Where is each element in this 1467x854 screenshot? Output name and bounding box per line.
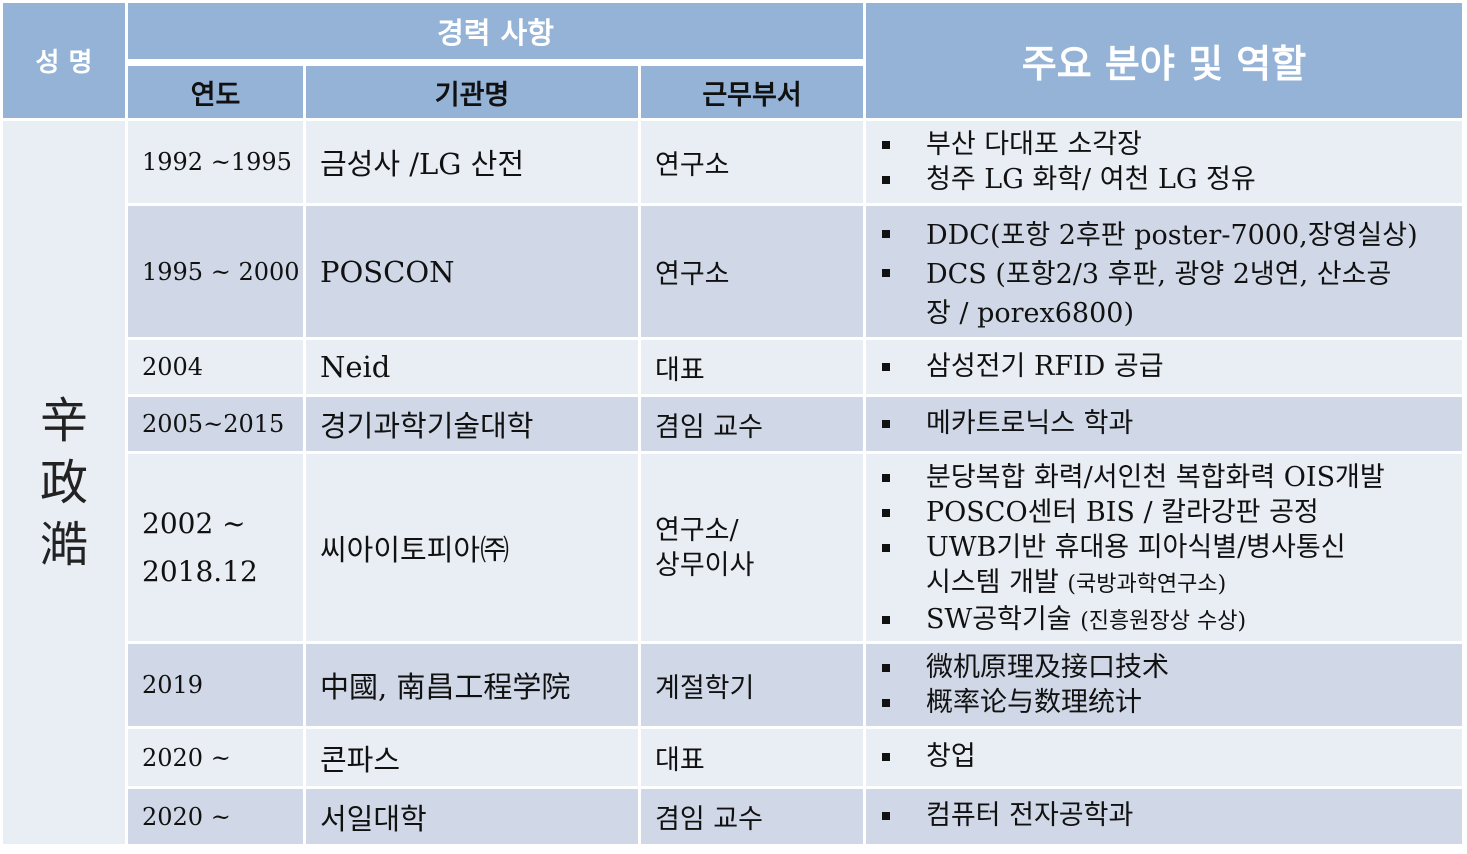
row-5-org-text: 씨아이토피아㈜ (320, 532, 510, 567)
row-3-year-text: 2004 (142, 353, 204, 381)
table-row-4-dept: 겸임 교수 (641, 397, 863, 451)
row-6-dept-text: 계절학기 (655, 672, 755, 704)
table-row-4-roles: 메카트로닉스 학과 (866, 397, 1462, 451)
table-row-8-year: 2020 ~ (128, 789, 303, 844)
row-5-role-3-org: (국방과학연구소) (1067, 572, 1227, 597)
table-row-6-roles: 微机原理及接口技术 概率论与数理统计 (866, 644, 1462, 726)
header-year-label: 연도 (190, 79, 241, 111)
table-row-1-year: 1992 ~1995 (128, 121, 303, 203)
header-roles-cell: 주요 분야 및 역할 (866, 3, 1462, 118)
row-5-role-3-cont: 시스템 개발 (국방과학연구소) (866, 565, 1462, 602)
table-row-6-dept: 계절학기 (641, 644, 863, 726)
row-2-role-2: DCS (포항2/3 후판, 광양 2냉연, 산소공 (866, 255, 1462, 294)
header-name-cell: 성 명 (3, 3, 125, 118)
row-1-org-text: 금성사 /LG 산전 (320, 147, 525, 181)
table-row-7-org: 콘파스 (306, 729, 638, 786)
table-row-4-year: 2005~2015 (128, 397, 303, 451)
row-2-role-2-cont: 장 / porex6800) (926, 298, 1134, 329)
row-7-role-1: 창업 (866, 739, 1462, 774)
table-row-8-org: 서일대학 (306, 789, 638, 844)
row-5-role-3-cont-text: 시스템 개발 (926, 567, 1068, 598)
table-row-3-year: 2004 (128, 340, 303, 394)
table-row-2-year: 1995 ~ 2000 (128, 206, 303, 337)
header-divider-line (128, 59, 863, 63)
table-row-3-dept: 대표 (641, 340, 863, 394)
table-row-7-dept: 대표 (641, 729, 863, 786)
row-8-dept-text: 겸임 교수 (655, 804, 763, 835)
row-1-year-text: 1992 ~1995 (142, 148, 292, 176)
table-row-2-dept: 연구소 (641, 206, 863, 337)
row-5-year-line-1: 2002 ~ (142, 506, 246, 540)
row-6-role-1: 微机原理及接口技术 (866, 650, 1462, 685)
row-5-year-line-2: 2018.12 (142, 554, 258, 588)
table-row-1-roles: 부산 다대포 소각장 청주 LG 화학/ 여천 LG 정유 (866, 121, 1462, 203)
table-row-3-roles: 삼성전기 RFID 공급 (866, 340, 1462, 394)
header-org-cell: 기관명 (306, 66, 638, 118)
row-7-year-text: 2020 ~ (142, 743, 231, 772)
row-2-year-text: 1995 ~ 2000 (142, 257, 300, 286)
table-row-5-roles: 분당복합 화력/서인천 복합화력 OIS개발 POSCO센터 BIS / 칼라강… (866, 454, 1462, 641)
header-career-group: 경력 사항 (128, 3, 863, 59)
person-name-char-1: 辛 (39, 392, 88, 449)
table-row-2-org: POSCON (306, 206, 638, 337)
row-8-org-text: 서일대학 (320, 801, 427, 836)
header-career-label: 경력 사항 (437, 16, 554, 50)
table-row-6-org: 中國, 南昌工程学院 (306, 644, 638, 726)
row-5-role-4: SW공학기술 (진흥원장상 수상) (866, 602, 1462, 639)
table-row-5-org: 씨아이토피아㈜ (306, 454, 638, 641)
row-4-year-text: 2005~2015 (142, 410, 285, 438)
header-org-label: 기관명 (434, 79, 510, 111)
row-5-role-3: UWB기반 휴대용 피아식별/병사통신 (866, 530, 1462, 565)
row-1-dept-text: 연구소 (655, 149, 730, 181)
table-row-3-org: Neid (306, 340, 638, 394)
row-2-org-text: POSCON (320, 254, 455, 289)
row-5-dept-line-1: 연구소/ (655, 514, 739, 546)
header-roles-label: 주요 분야 및 역할 (1021, 42, 1307, 86)
row-5-role-4-award: (진흥원장상 수상) (1080, 609, 1247, 634)
row-5-role-1: 분당복합 화력/서인천 복합화력 OIS개발 (866, 460, 1462, 495)
header-year-cell: 연도 (128, 66, 303, 118)
table-row-8-dept: 겸임 교수 (641, 789, 863, 844)
row-7-org-text: 콘파스 (320, 742, 401, 777)
row-6-org-text: 中國, 南昌工程学院 (320, 670, 571, 704)
table-row-1-dept: 연구소 (641, 121, 863, 203)
row-6-role-2: 概率论与数理统计 (866, 685, 1462, 720)
table-row-7-year: 2020 ~ (128, 729, 303, 786)
row-6-year-text: 2019 (142, 671, 204, 699)
row-1-role-1: 부산 다대포 소각장 (866, 127, 1462, 162)
header-name-label: 성 명 (35, 48, 93, 78)
person-name-char-3: 澔 (39, 516, 88, 573)
row-8-role-1: 컴퓨터 전자공학과 (866, 798, 1462, 833)
header-dept-label: 근무부서 (702, 79, 802, 111)
table-row-1-org: 금성사 /LG 산전 (306, 121, 638, 203)
row-8-year-text: 2020 ~ (142, 802, 231, 831)
row-4-role-1: 메카트로닉스 학과 (866, 406, 1462, 441)
table-row-8-roles: 컴퓨터 전자공학과 (866, 789, 1462, 844)
header-dept-cell: 근무부서 (641, 66, 863, 118)
person-name-char-2: 政 (39, 454, 88, 511)
row-5-role-4-text: SW공학기술 (926, 604, 1081, 635)
table-row-2-roles: DDC(포항 2후판 poster-7000,장영실상) DCS (포항2/3 … (866, 206, 1462, 337)
table-row-6-year: 2019 (128, 644, 303, 726)
row-3-org-text: Neid (320, 350, 391, 384)
table-row-5-year: 2002 ~ 2018.12 (128, 454, 303, 641)
table-row-7-roles: 창업 (866, 729, 1462, 786)
row-3-dept-text: 대표 (655, 354, 705, 386)
person-name-cell: 辛 政 澔 (3, 121, 125, 844)
row-2-role-1: DDC(포항 2후판 poster-7000,장영실상) (866, 216, 1462, 255)
table-row-5-dept: 연구소/ 상무이사 (641, 454, 863, 641)
row-5-dept-line-2: 상무이사 (655, 549, 755, 581)
row-1-role-2: 청주 LG 화학/ 여천 LG 정유 (866, 162, 1462, 197)
row-7-dept-text: 대표 (655, 745, 705, 776)
table-row-4-org: 경기과학기술대학 (306, 397, 638, 451)
row-3-role-1: 삼성전기 RFID 공급 (866, 349, 1462, 384)
row-4-dept-text: 겸임 교수 (655, 411, 763, 443)
row-4-org-text: 경기과학기술대학 (320, 409, 534, 443)
row-2-dept-text: 연구소 (655, 259, 730, 290)
row-5-role-2: POSCO센터 BIS / 칼라강판 공정 (866, 495, 1462, 530)
